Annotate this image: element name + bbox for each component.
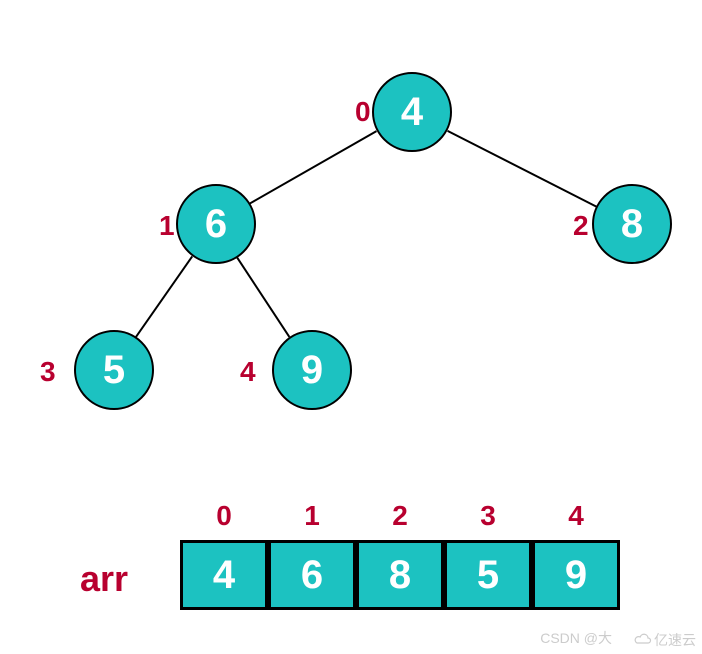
tree-node-index: 3 <box>40 356 56 388</box>
tree-node-value: 4 <box>401 90 423 135</box>
array-cell: 8 <box>356 540 444 610</box>
array-label: arr <box>80 558 128 600</box>
tree-node: 4 <box>372 72 452 152</box>
array-index: 3 <box>444 500 532 532</box>
tree-node-value: 8 <box>621 202 643 247</box>
watermark-logo: 亿速云 <box>634 630 696 650</box>
array-cell-value: 4 <box>213 553 235 598</box>
array-cell: 5 <box>444 540 532 610</box>
array-cell-value: 8 <box>389 553 411 598</box>
tree-node-index: 0 <box>355 96 371 128</box>
watermark-csdn: CSDN @大 <box>540 628 612 648</box>
tree-edge <box>447 130 597 207</box>
tree-node-index: 2 <box>573 210 589 242</box>
array-index: 4 <box>532 500 620 532</box>
tree-diagram: 4061825394 <box>0 0 702 460</box>
tree-node: 8 <box>592 184 672 264</box>
tree-edge <box>236 257 290 337</box>
array-cell-value: 6 <box>301 553 323 598</box>
array-index: 2 <box>356 500 444 532</box>
watermark-logo-text: 亿速云 <box>654 630 696 650</box>
array-cell: 6 <box>268 540 356 610</box>
array-cell: 9 <box>532 540 620 610</box>
tree-node-value: 5 <box>103 348 125 393</box>
tree-node-index: 4 <box>240 356 256 388</box>
tree-node: 9 <box>272 330 352 410</box>
tree-edge <box>250 130 378 204</box>
tree-edge <box>135 256 193 338</box>
tree-node: 5 <box>74 330 154 410</box>
tree-node-value: 9 <box>301 348 323 393</box>
cloud-icon <box>634 632 652 649</box>
array-cell-value: 9 <box>565 553 587 598</box>
array-index: 1 <box>268 500 356 532</box>
tree-node-value: 6 <box>205 202 227 247</box>
array-cell-value: 5 <box>477 553 499 598</box>
array-index: 0 <box>180 500 268 532</box>
array-cell: 4 <box>180 540 268 610</box>
tree-node-index: 1 <box>159 210 175 242</box>
tree-node: 6 <box>176 184 256 264</box>
